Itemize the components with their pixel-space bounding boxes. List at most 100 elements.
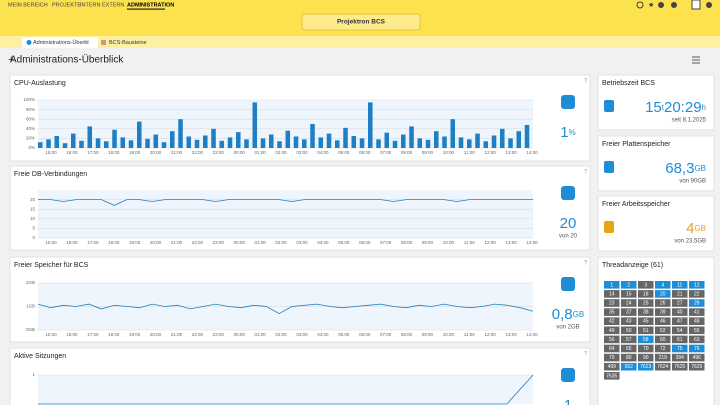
thread-cell[interactable] bbox=[621, 281, 637, 289]
thread-label[interactable]: 2 bbox=[627, 282, 630, 288]
help-icon[interactable]: ? bbox=[584, 79, 588, 85]
thread-cell[interactable] bbox=[655, 326, 671, 335]
thread-label[interactable]: 22 bbox=[694, 291, 700, 297]
thread-label[interactable]: 54 bbox=[677, 328, 683, 334]
thread-label[interactable]: 70 bbox=[643, 346, 649, 352]
thread-cell[interactable] bbox=[621, 335, 637, 344]
toolbar-icons[interactable]: ★ bbox=[636, 0, 712, 10]
thread-label[interactable]: 90 bbox=[643, 355, 649, 361]
thread-cell[interactable] bbox=[604, 372, 620, 380]
thread-label[interactable]: 80 bbox=[626, 355, 632, 361]
thread-cell[interactable] bbox=[638, 326, 654, 335]
thread-cell[interactable] bbox=[655, 299, 671, 307]
thread-label[interactable]: 394 bbox=[676, 355, 685, 361]
thread-cell[interactable] bbox=[638, 317, 654, 325]
thread-cell[interactable] bbox=[689, 299, 705, 307]
thread-label[interactable]: 11 bbox=[677, 282, 682, 288]
thread-cell[interactable] bbox=[604, 326, 620, 335]
thread-cell[interactable] bbox=[689, 308, 705, 316]
thread-cell[interactable] bbox=[604, 353, 620, 362]
thread-cell[interactable] bbox=[604, 344, 620, 353]
thread-label[interactable]: 20 bbox=[660, 291, 666, 297]
nav-item[interactable]: INTERN bbox=[80, 2, 101, 8]
thread-cell[interactable] bbox=[689, 281, 705, 289]
help-icon[interactable]: ? bbox=[584, 170, 588, 176]
thread-label[interactable]: 40 bbox=[677, 310, 683, 316]
thread-label[interactable]: 27 bbox=[677, 301, 683, 307]
nav-item[interactable]: EXTERN bbox=[102, 2, 124, 8]
tab-label[interactable]: BCS-Bausteine bbox=[109, 40, 147, 46]
thread-cell[interactable] bbox=[672, 281, 688, 289]
thread-label[interactable]: 72 bbox=[660, 346, 666, 352]
thread-cell[interactable] bbox=[638, 281, 654, 289]
thread-cell[interactable] bbox=[689, 290, 705, 298]
thread-cell[interactable] bbox=[689, 326, 705, 335]
thread-label[interactable]: 57 bbox=[626, 337, 632, 343]
thread-cell[interactable] bbox=[672, 326, 688, 335]
thread-cell[interactable] bbox=[638, 290, 654, 298]
thread-cell[interactable] bbox=[604, 281, 620, 289]
thread-cell[interactable] bbox=[689, 344, 705, 353]
thread-label[interactable]: 42 bbox=[609, 319, 615, 325]
thread-cell[interactable] bbox=[655, 353, 671, 362]
thread-label[interactable]: 48 bbox=[694, 319, 700, 325]
thread-label[interactable]: 7625 bbox=[674, 364, 685, 370]
thread-cell[interactable] bbox=[604, 308, 620, 316]
thread-label[interactable]: 7629 bbox=[691, 364, 702, 370]
thread-label[interactable]: 46 bbox=[660, 319, 666, 325]
thread-label[interactable]: 23 bbox=[609, 301, 615, 307]
app-button[interactable] bbox=[301, 13, 421, 31]
thread-cell[interactable] bbox=[672, 335, 688, 344]
thread-label[interactable]: 18 bbox=[643, 291, 649, 297]
nav-item[interactable]: ADMINISTRATION bbox=[127, 2, 174, 8]
thread-label[interactable]: 14 bbox=[609, 291, 615, 297]
thread-label[interactable]: 64 bbox=[609, 346, 615, 352]
thread-cell[interactable] bbox=[621, 353, 637, 362]
tab-label[interactable]: Administrations-Überbl bbox=[33, 39, 89, 46]
thread-cell[interactable] bbox=[672, 317, 688, 325]
thread-cell[interactable] bbox=[621, 290, 637, 298]
thread-cell[interactable] bbox=[689, 353, 705, 362]
thread-label[interactable]: 7623 bbox=[640, 364, 651, 370]
thread-label[interactable]: 37 bbox=[626, 310, 632, 316]
thread-cell[interactable] bbox=[672, 299, 688, 307]
thread-label[interactable]: 25 bbox=[643, 301, 649, 307]
thread-label[interactable]: 55 bbox=[694, 328, 700, 334]
thread-label[interactable]: 28 bbox=[694, 301, 700, 307]
nav-item[interactable]: MEIN BEREICH bbox=[8, 2, 48, 8]
thread-cell[interactable] bbox=[621, 362, 637, 371]
help-icon[interactable]: ? bbox=[584, 352, 588, 358]
add-tab[interactable]: + bbox=[8, 54, 14, 66]
thread-label[interactable]: 60 bbox=[660, 337, 666, 343]
thread-label[interactable]: 24 bbox=[626, 301, 632, 307]
thread-label[interactable]: 43 bbox=[626, 319, 632, 325]
thread-cell[interactable] bbox=[604, 317, 620, 325]
help-icon[interactable]: ? bbox=[584, 261, 588, 267]
thread-label[interactable]: 35 bbox=[609, 310, 615, 316]
thread-label[interactable]: 75 bbox=[677, 346, 683, 352]
thread-cell[interactable] bbox=[604, 290, 620, 298]
thread-cell[interactable] bbox=[655, 317, 671, 325]
thread-cell[interactable] bbox=[638, 344, 654, 353]
thread-label[interactable]: 49 bbox=[609, 328, 615, 334]
thread-cell[interactable] bbox=[604, 299, 620, 307]
thread-cell[interactable] bbox=[655, 281, 671, 289]
thread-cell[interactable] bbox=[672, 308, 688, 316]
thread-cell[interactable] bbox=[672, 344, 688, 353]
thread-label[interactable]: 15 bbox=[626, 291, 632, 297]
thread-label[interactable]: 7635 bbox=[606, 373, 617, 379]
thread-label[interactable]: 45 bbox=[643, 319, 649, 325]
thread-cell[interactable] bbox=[672, 353, 688, 362]
thread-label[interactable]: 12 bbox=[694, 282, 700, 288]
thread-label[interactable]: 552 bbox=[625, 364, 634, 370]
thread-cell[interactable] bbox=[621, 317, 637, 325]
thread-label[interactable]: 65 bbox=[626, 346, 632, 352]
thread-cell[interactable] bbox=[689, 362, 705, 371]
thread-cell[interactable] bbox=[638, 353, 654, 362]
thread-label[interactable]: 56 bbox=[609, 337, 615, 343]
thread-label[interactable]: 499 bbox=[608, 364, 617, 370]
thread-label[interactable]: 496 bbox=[693, 355, 702, 361]
thread-label[interactable]: 76 bbox=[694, 346, 700, 352]
thread-label[interactable]: 61 bbox=[677, 337, 683, 343]
thread-label[interactable]: 63 bbox=[694, 337, 700, 343]
